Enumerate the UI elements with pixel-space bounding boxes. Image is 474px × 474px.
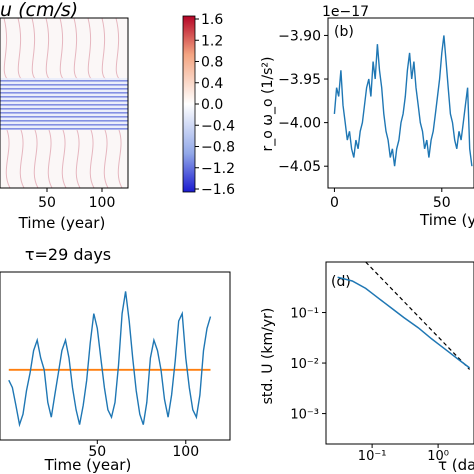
- heatmap-stripe: [17, 18, 23, 81]
- panel-d-series-line: [337, 276, 471, 369]
- panel-b-xtick-label: 0: [330, 195, 339, 211]
- panel-a-title: u (cm/s): [0, 0, 78, 21]
- panel-c-axes: 50 100: [88, 440, 199, 460]
- heatmap-stripe: [5, 129, 11, 188]
- panel-b-axes: 0 50 −3.90 −3.95 −4.00 −4.05: [278, 28, 451, 211]
- heatmap-stripe: [61, 129, 67, 188]
- panel-b-xtick-label: 50: [433, 195, 451, 211]
- heatmap-stripe: [47, 129, 53, 188]
- colorbar-tick-label: 0.4: [201, 76, 223, 92]
- panel-c-xtick-label: 100: [172, 444, 199, 460]
- heatmap-stripe: [75, 129, 81, 188]
- panel-d-ytick-label: 10⁻²: [290, 357, 319, 372]
- panel-d-axes: 10⁻¹ 10⁰ 10⁻¹ 10⁻² 10⁻³: [290, 307, 449, 464]
- heatmap-stripe: [115, 18, 121, 81]
- panel-c-series-line: [8, 291, 212, 428]
- heatmap-stripes: [3, 18, 123, 188]
- panel-d-xtick-label: 10⁻¹: [358, 449, 387, 464]
- colorbar-tick-label: 1.2: [201, 33, 223, 49]
- panel-d-xlabel: τ (da: [438, 456, 474, 474]
- panel-b-xlabel: Time (y: [419, 211, 474, 229]
- heatmap-stripe: [19, 129, 25, 188]
- panel-b-ytick-label: −4.00: [278, 116, 321, 132]
- panel-b-label: (b): [334, 24, 354, 40]
- panel-b-ytick-label: −4.05: [278, 159, 321, 175]
- heatmap-stripe: [101, 18, 107, 81]
- panel-a-xtick-label: 100: [89, 195, 116, 211]
- heatmap-stripe: [33, 129, 39, 188]
- panel-d-label: (d): [331, 274, 351, 290]
- heatmap-stripe: [117, 129, 123, 188]
- panel-b-series-line: [333, 35, 473, 167]
- heatmap-stripe: [87, 18, 93, 81]
- panel-c: τ=29 days 50 100 Time (year): [0, 245, 231, 474]
- panel-d-ylabel: std. U (km/yr): [260, 308, 276, 405]
- colorbar-tick-label: −0.4: [201, 118, 235, 134]
- colorbar-tick-label: 1.6: [201, 12, 223, 28]
- colorbar: [182, 15, 196, 193]
- heatmap-stripe: [31, 18, 37, 81]
- heatmap-stripe: [3, 18, 9, 81]
- colorbar-tick-label: −1.2: [201, 161, 235, 177]
- panel-c-xlabel: Time (year): [44, 456, 132, 474]
- colorbar-tick-label: 0.0: [201, 97, 223, 113]
- panel-b-ylabel: r_o ω_o (1/s²): [260, 57, 276, 152]
- panel-d-xtick-label: 10⁰: [427, 449, 449, 464]
- panel-c-title: τ=29 days: [25, 245, 111, 264]
- panel-d: (d) std. U (km/yr) 10⁻¹ 10⁰ 10⁻¹ 10⁻² 10⁻³ τ…: [260, 261, 474, 474]
- colorbar-tick-label: −0.8: [201, 140, 235, 156]
- colorbar-tick-label: 0.8: [201, 55, 223, 71]
- panel-c-frame: [0, 271, 231, 441]
- panel-b-frame: [327, 17, 474, 189]
- panel-b-ytick-label: −3.95: [278, 72, 321, 88]
- colorbar-tick-label: −1.6: [201, 182, 235, 198]
- heatmap-band: [0, 78, 128, 130]
- panel-a-frame: [0, 17, 129, 189]
- heatmap-area: [0, 18, 128, 188]
- heatmap-stripe: [103, 129, 109, 188]
- panel-a: u (cm/s) 50 100 Time (year) 1.6 1.2 0.8 0.4…: [0, 0, 235, 232]
- panel-b-offset-text: 1e−17: [322, 4, 369, 20]
- panel-d-ytick-label: 10⁻¹: [290, 307, 319, 322]
- colorbar-ticks: 1.6 1.2 0.8 0.4 0.0 −0.4 −0.8 −1.2 −1.6: [195, 12, 235, 198]
- panel-a-xtick-label: 50: [38, 195, 56, 211]
- heatmap-stripe: [89, 129, 95, 188]
- panel-d-ytick-label: 10⁻³: [290, 408, 319, 423]
- heatmap-stripe: [45, 18, 51, 81]
- panel-a-xlabel: Time (year): [18, 214, 106, 232]
- heatmap-stripe: [73, 18, 79, 81]
- panel-c-xtick-label: 50: [88, 444, 106, 460]
- panel-b: 1e−17 (b) r_o ω_o (1/s²) 0 50 −3.90 −3.95 −4…: [260, 4, 474, 229]
- panel-d-reference-line: [365, 262, 471, 370]
- panel-b-ytick-label: −3.90: [278, 28, 321, 44]
- heatmap-stripe: [59, 18, 65, 81]
